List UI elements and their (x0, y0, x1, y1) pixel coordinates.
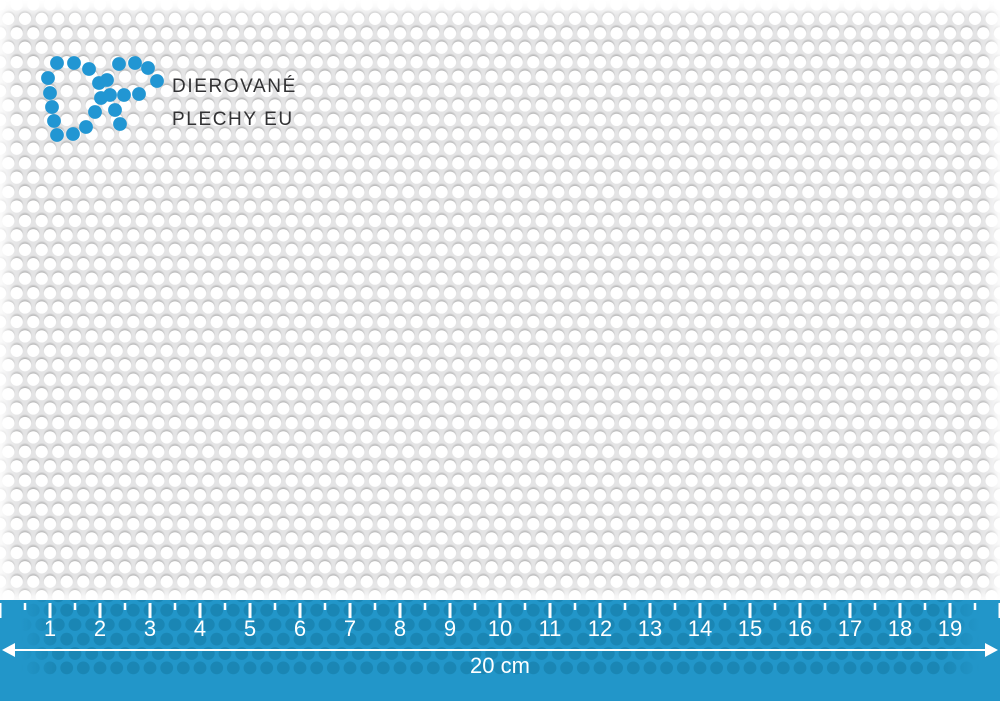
ruler-solid-strip (0, 682, 1000, 701)
ruler-number: 1 (43, 616, 57, 641)
logo-text-line1: DIEROVANÉ (172, 76, 297, 97)
ruler-number: 8 (393, 616, 407, 641)
arrow-left-head-icon (2, 643, 15, 657)
arrow-right-head-icon (985, 643, 998, 657)
ruler-number: 4 (193, 616, 207, 641)
logo-text-line2: PLECHY EU (172, 109, 294, 130)
ruler-number: 7 (343, 616, 357, 641)
ruler-number: 18 (887, 616, 913, 641)
ruler-number: 9 (443, 616, 457, 641)
ruler-number: 6 (293, 616, 307, 641)
ruler-numbers: 1 2 3 4 5 6 7 8 9 10 11 12 13 14 15 16 17 18 19 (0, 600, 1000, 641)
ruler-number: 11 (538, 616, 562, 641)
ruler-number: 14 (687, 616, 713, 641)
width-arrow-line (10, 649, 990, 652)
ruler-number: 12 (587, 616, 613, 641)
dp-logo-dots (41, 56, 164, 142)
ruler-number: 16 (787, 616, 813, 641)
ruler-minor-ticks (0, 603, 1000, 610)
logo-text: DIEROVANÉ PLECHY EU (172, 70, 297, 136)
ruler-number: 13 (637, 616, 663, 641)
ruler-number: 2 (93, 616, 107, 641)
ruler-number: 3 (143, 616, 157, 641)
ruler-number: 15 (737, 616, 763, 641)
ruler-number: 5 (243, 616, 257, 641)
ruler-number: 19 (937, 616, 963, 641)
ruler-total-label: 20 cm (470, 653, 530, 678)
ruler-number: 17 (837, 616, 863, 641)
perforated-sheet (0, 0, 1000, 601)
ruler-number: 10 (487, 616, 513, 641)
dp-logo: DIEROVANÉ PLECHY EU (0, 0, 420, 160)
